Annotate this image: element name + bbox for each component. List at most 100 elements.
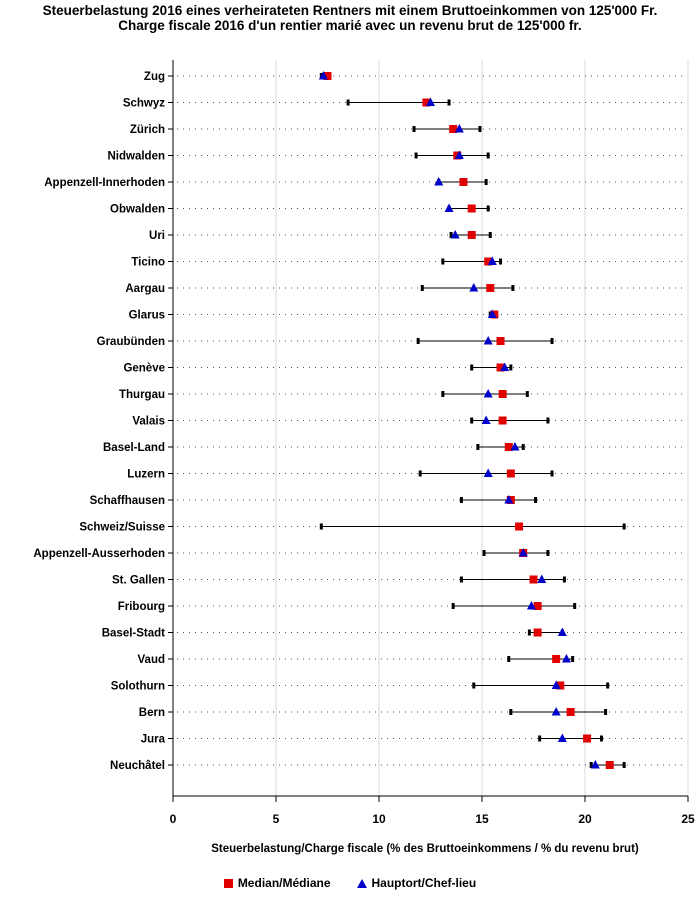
range-min-cap bbox=[589, 762, 593, 768]
median-marker bbox=[556, 681, 565, 690]
median-marker bbox=[498, 416, 507, 425]
median-marker bbox=[583, 734, 592, 743]
chart-title-german: Steuerbelastung 2016 eines verheirateten… bbox=[42, 3, 658, 18]
range-min-cap bbox=[319, 523, 323, 530]
capital-marker bbox=[318, 71, 328, 80]
range-max-cap bbox=[484, 179, 488, 185]
range-max-cap bbox=[604, 709, 608, 715]
row-label: Nidwalden bbox=[107, 151, 165, 163]
capital-marker bbox=[510, 442, 520, 451]
marker-layer bbox=[318, 71, 614, 769]
median-marker bbox=[459, 178, 468, 186]
range-max-cap bbox=[562, 576, 566, 583]
range-min-cap bbox=[472, 682, 476, 689]
row-label: Solothurn bbox=[111, 681, 165, 693]
capital-marker bbox=[551, 680, 561, 689]
row-label: Jura bbox=[141, 734, 166, 746]
median-marker bbox=[498, 390, 507, 398]
capital-marker bbox=[590, 760, 600, 769]
range-min-cap bbox=[482, 550, 486, 556]
range-min-cap bbox=[538, 735, 542, 742]
range-max-cap bbox=[550, 470, 554, 477]
row-label: Schweiz/Suisse bbox=[79, 522, 165, 534]
chart-title-french: Charge fiscale 2016 d'un rentier marié a… bbox=[118, 18, 582, 33]
grid-layer bbox=[275, 60, 689, 796]
capital-marker bbox=[537, 574, 547, 583]
capital-marker bbox=[557, 627, 567, 636]
median-marker bbox=[533, 628, 542, 637]
row-label: Basel-Land bbox=[103, 442, 165, 454]
capital-marker bbox=[483, 389, 493, 398]
capital-marker bbox=[500, 362, 510, 371]
median-marker bbox=[506, 469, 515, 478]
median-marker bbox=[449, 125, 458, 133]
row-label: St. Gallen bbox=[112, 575, 165, 587]
range-min-cap bbox=[441, 258, 445, 265]
x-tick-label-25: 25 bbox=[681, 812, 695, 826]
median-marker bbox=[515, 522, 524, 531]
row-label: Schwyz bbox=[123, 98, 165, 110]
range-max-cap bbox=[478, 126, 482, 132]
row-label: Schaffhausen bbox=[90, 495, 165, 507]
legend: Median/Médiane Hauptort/Chef-lieu bbox=[0, 876, 700, 890]
range-max-cap bbox=[550, 338, 554, 344]
median-marker bbox=[422, 98, 431, 107]
capital-marker bbox=[526, 601, 536, 610]
range-max-cap bbox=[546, 417, 550, 424]
range-max-cap bbox=[521, 444, 525, 450]
median-marker bbox=[496, 337, 505, 345]
row-label: Neuchâtel bbox=[110, 760, 165, 772]
range-min-cap bbox=[414, 152, 418, 159]
median-marker bbox=[323, 72, 332, 80]
range-max-cap bbox=[486, 152, 490, 159]
median-marker bbox=[467, 204, 476, 213]
range-max-cap bbox=[488, 232, 492, 238]
range-min-cap bbox=[412, 126, 416, 132]
range-max-cap bbox=[606, 682, 610, 689]
row-label: Ticino bbox=[131, 257, 165, 269]
capital-marker bbox=[561, 654, 571, 663]
range-max-cap bbox=[525, 391, 529, 397]
x-axis-label: Steuerbelastung/Charge fiscale (% des Br… bbox=[211, 843, 639, 855]
legend-median-label: Median/Médiane bbox=[237, 876, 331, 890]
axis-layer: 0 5 10 15 20 25 bbox=[168, 60, 695, 826]
median-marker bbox=[504, 443, 513, 451]
median-marker bbox=[484, 257, 493, 266]
x-tick-label-10: 10 bbox=[372, 812, 386, 826]
range-max-cap bbox=[622, 762, 626, 768]
range-min-cap bbox=[346, 99, 350, 106]
median-marker bbox=[533, 602, 542, 610]
capital-marker bbox=[444, 203, 454, 212]
row-label: Zürich bbox=[130, 124, 165, 136]
median-square-icon bbox=[223, 878, 233, 888]
range-max-cap bbox=[546, 550, 550, 556]
x-tick-label-15: 15 bbox=[475, 812, 489, 826]
row-label: Vaud bbox=[138, 654, 165, 666]
capital-marker bbox=[426, 97, 435, 106]
capital-marker bbox=[518, 548, 528, 557]
range-min-cap bbox=[527, 629, 531, 636]
row-label: Luzern bbox=[127, 469, 165, 481]
row-label: Appenzell-Ausserhoden bbox=[33, 548, 165, 560]
row-label: Valais bbox=[132, 416, 165, 428]
range-min-cap bbox=[470, 417, 474, 424]
range-min-cap bbox=[441, 391, 445, 397]
range-min-cap bbox=[470, 364, 474, 371]
capital-marker bbox=[481, 415, 491, 424]
range-min-cap bbox=[416, 338, 420, 344]
range-max-cap bbox=[509, 364, 513, 371]
range-min-cap bbox=[459, 497, 463, 503]
range-min-cap bbox=[507, 656, 511, 662]
row-label: Aargau bbox=[125, 283, 165, 295]
range-max-cap bbox=[499, 258, 503, 265]
capital-marker bbox=[557, 733, 567, 742]
capital-marker bbox=[504, 495, 514, 504]
x-tick-label-20: 20 bbox=[578, 812, 592, 826]
row-label: Genève bbox=[123, 363, 165, 375]
row-label: Zug bbox=[144, 71, 165, 83]
row-labels-layer: Zug Schwyz Zürich Nidwalden Appenzell-Innerh… bbox=[33, 71, 165, 772]
capital-marker bbox=[483, 468, 493, 477]
legend-item-median: Median/Médiane bbox=[223, 876, 331, 890]
range-max-cap bbox=[511, 285, 515, 291]
